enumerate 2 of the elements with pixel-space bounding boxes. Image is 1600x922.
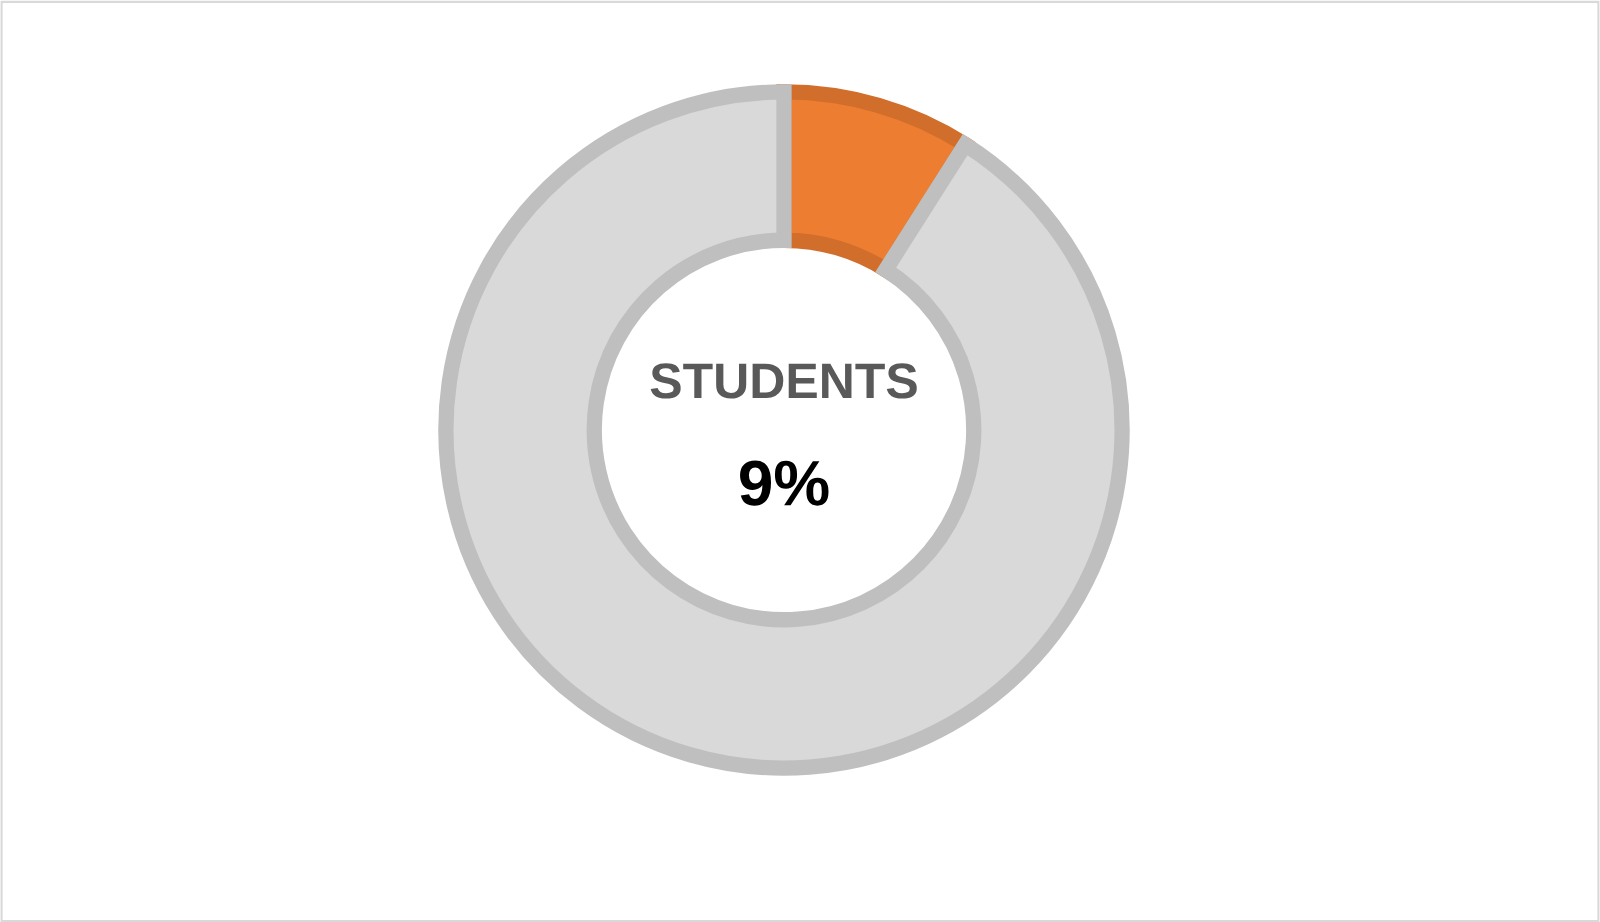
text: 9% — [740, 460, 829, 506]
text: STUDENTS — [650, 363, 917, 399]
